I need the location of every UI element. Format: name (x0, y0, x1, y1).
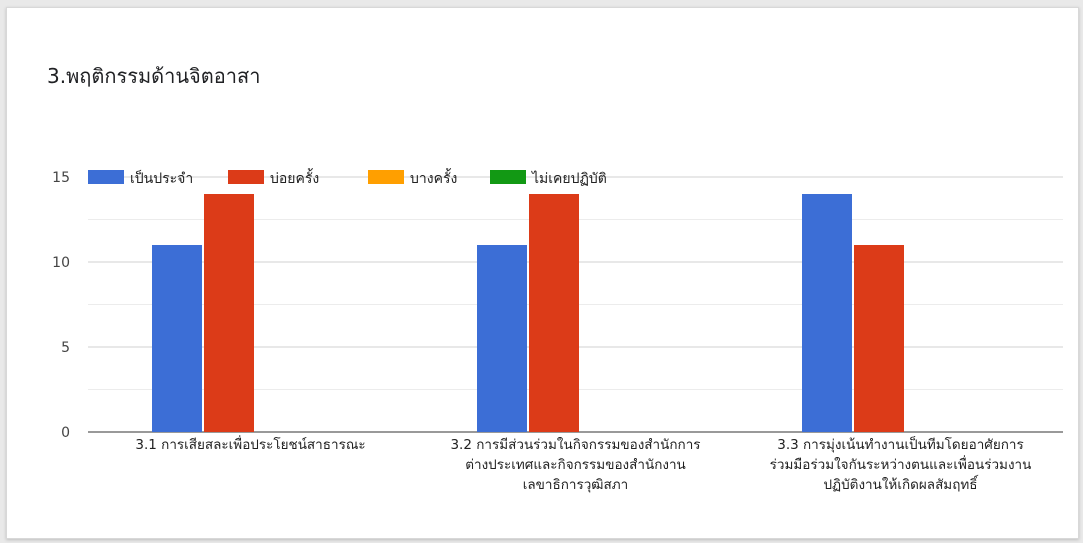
legend-swatch (490, 170, 526, 184)
legend-label: บ่อยครั้ง (270, 168, 319, 187)
bar-2-3 (854, 245, 904, 432)
legend-swatch (228, 170, 264, 184)
x-tick-label: เลขาธิการวุฒิสภา (523, 477, 628, 493)
bar-1-2 (477, 245, 527, 432)
bar-1-1 (152, 245, 202, 432)
legend-swatch (368, 170, 404, 184)
bar-2-2 (529, 194, 579, 432)
bar-2-1 (204, 194, 254, 432)
bar-1-3 (802, 194, 852, 432)
legend-label: บางครั้ง (410, 168, 457, 187)
y-tick-label: 0 (61, 425, 70, 441)
y-tick-label: 15 (52, 170, 70, 186)
x-tick-label: ร่วมมือร่วมใจกันระหว่างตนและเพื่อนร่วมงา… (770, 455, 1032, 473)
x-tick-label: ต่างประเทศและกิจกรรมของสำนักงาน (465, 457, 686, 473)
legend-label: เป็นประจำ (130, 169, 193, 187)
x-tick-label: ปฏิบัติงานให้เกิดผลสัมฤทธิ์ (823, 474, 979, 493)
x-tick-label: 3.3 การมุ่งเน้นทำงานเป็นทีมโดยอาศัยการ (777, 435, 1024, 453)
x-tick-label: 3.1 การเสียสละเพื่อประโยชน์สาธารณะ (135, 435, 365, 453)
legend-swatch (88, 170, 124, 184)
y-tick-label: 10 (52, 255, 70, 271)
y-tick-label: 5 (61, 340, 70, 356)
chart-title: 3.พฤติกรรมด้านจิตอาสา (47, 64, 261, 88)
x-tick-label: 3.2 การมีส่วนร่วมในกิจกรรมของสำนักการ (450, 436, 700, 453)
legend-label: ไม่เคยปฏิบัติ (531, 170, 607, 187)
